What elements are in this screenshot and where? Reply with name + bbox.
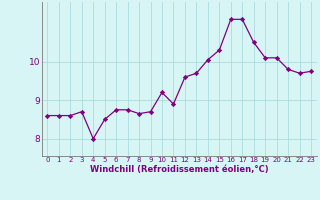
X-axis label: Windchill (Refroidissement éolien,°C): Windchill (Refroidissement éolien,°C) [90,165,268,174]
